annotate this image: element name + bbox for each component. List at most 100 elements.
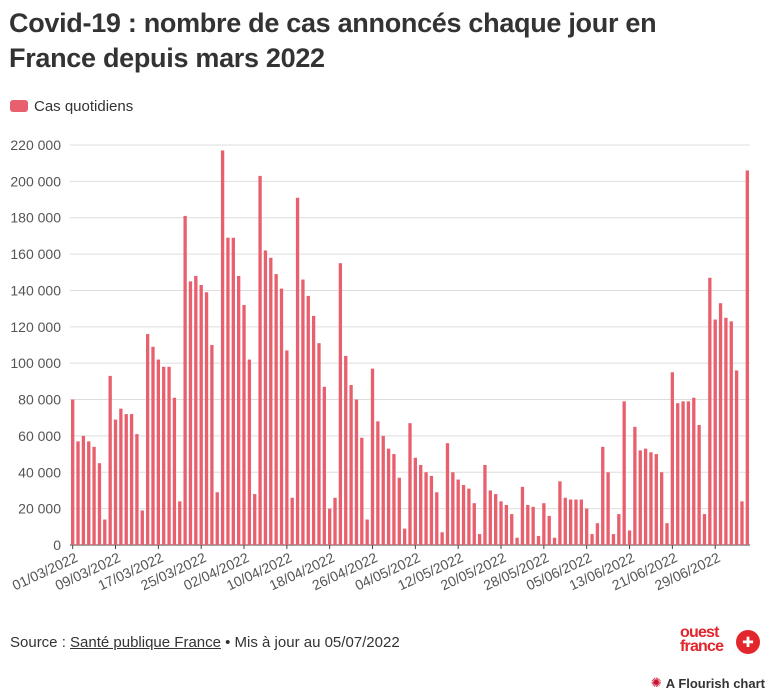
bar[interactable] bbox=[504, 505, 509, 545]
bar[interactable] bbox=[595, 523, 600, 545]
bar[interactable] bbox=[558, 481, 562, 545]
bar[interactable] bbox=[670, 372, 675, 545]
bar[interactable] bbox=[349, 385, 353, 545]
bar[interactable] bbox=[376, 421, 380, 545]
bar[interactable] bbox=[520, 486, 525, 545]
bar[interactable] bbox=[274, 274, 278, 545]
bar[interactable] bbox=[220, 150, 225, 545]
bar[interactable] bbox=[140, 510, 144, 545]
source-link[interactable]: Santé publique France bbox=[70, 634, 221, 651]
bar[interactable] bbox=[269, 257, 273, 545]
bar[interactable] bbox=[113, 419, 118, 545]
bar[interactable] bbox=[686, 401, 691, 545]
bar[interactable] bbox=[590, 534, 594, 545]
bar[interactable] bbox=[71, 399, 75, 545]
bar[interactable] bbox=[167, 366, 171, 545]
bar[interactable] bbox=[87, 441, 91, 545]
bar[interactable] bbox=[611, 534, 616, 545]
bar[interactable] bbox=[526, 505, 530, 545]
bar[interactable] bbox=[322, 386, 326, 545]
bar[interactable] bbox=[183, 215, 187, 545]
bar[interactable] bbox=[579, 499, 583, 545]
bar[interactable] bbox=[247, 359, 252, 545]
bar[interactable] bbox=[574, 499, 578, 545]
bar[interactable] bbox=[440, 532, 444, 545]
bar[interactable] bbox=[151, 346, 155, 545]
bar[interactable] bbox=[702, 514, 707, 545]
bar[interactable] bbox=[231, 237, 235, 545]
bar[interactable] bbox=[188, 281, 193, 545]
bar[interactable] bbox=[627, 530, 632, 545]
bar[interactable] bbox=[419, 465, 423, 545]
bar[interactable] bbox=[638, 450, 642, 545]
bar[interactable] bbox=[162, 366, 166, 545]
bar[interactable] bbox=[328, 508, 332, 545]
bar[interactable] bbox=[97, 463, 102, 545]
bar[interactable] bbox=[654, 454, 658, 545]
bar[interactable] bbox=[633, 426, 637, 545]
bar[interactable] bbox=[729, 321, 733, 545]
bar[interactable] bbox=[659, 472, 664, 545]
bar[interactable] bbox=[338, 263, 343, 545]
bar[interactable] bbox=[397, 477, 401, 545]
bar[interactable] bbox=[740, 501, 744, 545]
bar[interactable] bbox=[129, 414, 134, 545]
bar[interactable] bbox=[718, 303, 723, 545]
bar[interactable] bbox=[483, 465, 487, 545]
bar[interactable] bbox=[542, 503, 546, 545]
bar[interactable] bbox=[92, 446, 96, 545]
bar[interactable] bbox=[488, 490, 492, 545]
bar[interactable] bbox=[536, 535, 541, 545]
bar[interactable] bbox=[617, 514, 621, 545]
bar[interactable] bbox=[392, 454, 396, 545]
bar[interactable] bbox=[643, 448, 648, 545]
bar[interactable] bbox=[178, 501, 182, 545]
bar[interactable] bbox=[76, 441, 80, 545]
bar[interactable] bbox=[515, 537, 519, 545]
bar[interactable] bbox=[156, 359, 161, 545]
bar[interactable] bbox=[724, 317, 728, 545]
bar[interactable] bbox=[745, 170, 749, 545]
bar[interactable] bbox=[301, 279, 305, 545]
bar[interactable] bbox=[606, 472, 610, 545]
bar[interactable] bbox=[194, 275, 198, 545]
bar[interactable] bbox=[445, 443, 450, 545]
bar[interactable] bbox=[413, 457, 418, 545]
bar[interactable] bbox=[279, 288, 284, 545]
bar[interactable] bbox=[692, 397, 696, 545]
bar[interactable] bbox=[552, 537, 557, 545]
bar[interactable] bbox=[676, 403, 680, 545]
bar[interactable] bbox=[477, 534, 482, 545]
bar[interactable] bbox=[108, 375, 112, 545]
bar[interactable] bbox=[306, 295, 310, 545]
bar[interactable] bbox=[210, 345, 214, 545]
bar[interactable] bbox=[103, 519, 107, 545]
bar[interactable] bbox=[386, 448, 391, 545]
bar[interactable] bbox=[734, 370, 739, 545]
bar[interactable] bbox=[451, 472, 455, 545]
bar[interactable] bbox=[697, 425, 701, 545]
bar[interactable] bbox=[456, 479, 460, 545]
bar[interactable] bbox=[665, 523, 669, 545]
bar[interactable] bbox=[258, 175, 262, 545]
bar[interactable] bbox=[408, 423, 412, 545]
bar[interactable] bbox=[237, 275, 241, 545]
bar[interactable] bbox=[494, 494, 498, 545]
bar[interactable] bbox=[622, 401, 626, 545]
bar[interactable] bbox=[601, 446, 605, 545]
bar[interactable] bbox=[119, 408, 123, 545]
bar[interactable] bbox=[215, 492, 219, 545]
bar[interactable] bbox=[360, 437, 364, 545]
bar[interactable] bbox=[311, 315, 316, 545]
ouest-france-logo[interactable]: ouest france ✚ bbox=[680, 625, 760, 660]
legend[interactable]: Cas quotidiens bbox=[10, 96, 133, 116]
bar[interactable] bbox=[568, 499, 573, 545]
bar[interactable] bbox=[285, 350, 289, 545]
bar[interactable] bbox=[424, 472, 428, 545]
bar[interactable] bbox=[204, 292, 209, 545]
bar[interactable] bbox=[381, 435, 385, 545]
bar[interactable] bbox=[295, 197, 300, 545]
bar[interactable] bbox=[402, 528, 407, 545]
bar[interactable] bbox=[435, 492, 439, 545]
bar[interactable] bbox=[263, 250, 268, 545]
